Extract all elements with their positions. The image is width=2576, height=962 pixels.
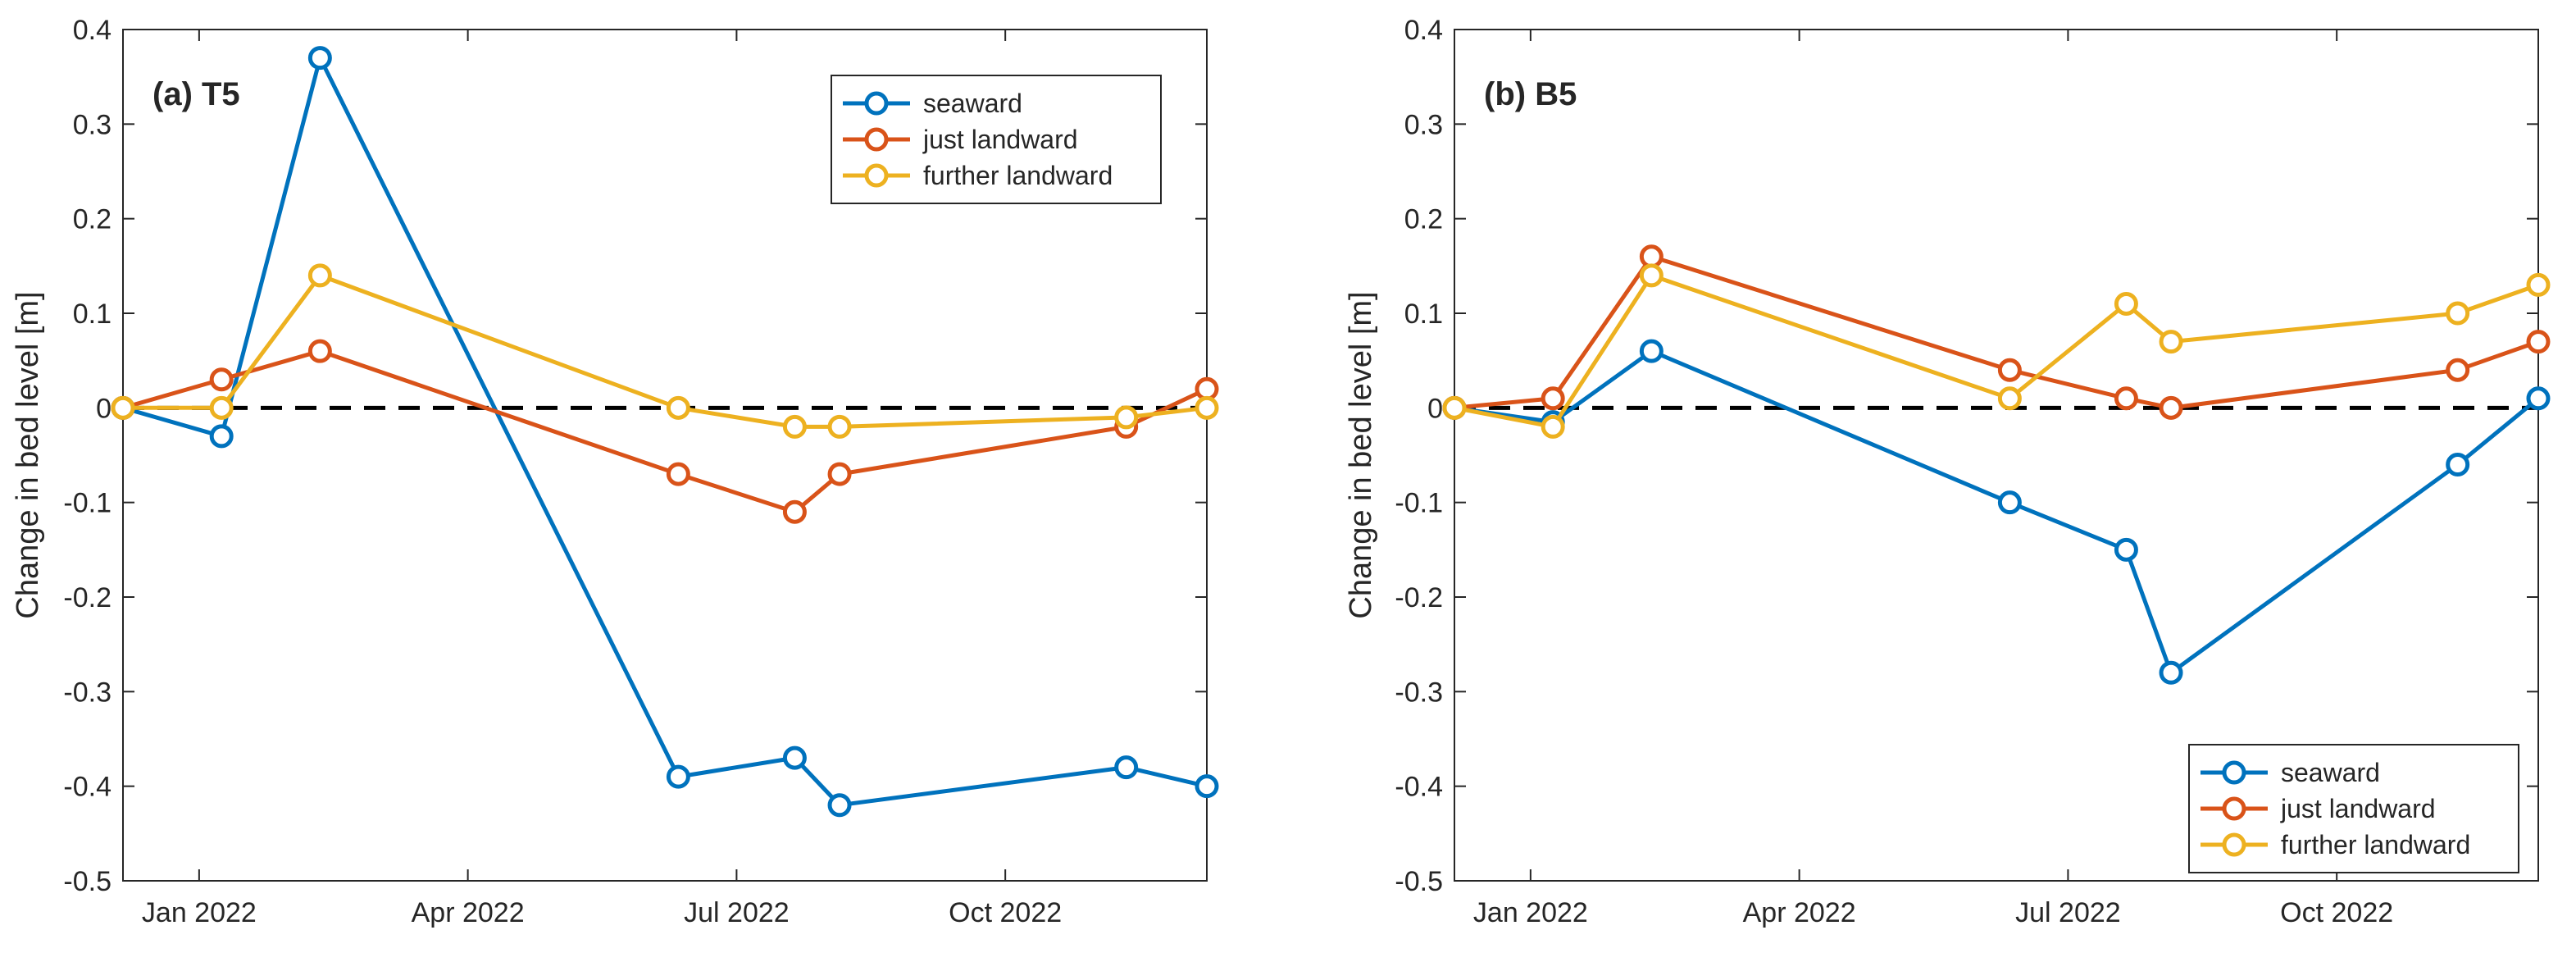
data-point xyxy=(666,395,690,420)
x-tick-label: Jul 2022 xyxy=(2015,897,2121,928)
y-tick-label: -0.2 xyxy=(63,582,112,613)
data-point xyxy=(2526,272,2551,297)
y-tick-label: 0 xyxy=(1427,393,1443,424)
series-line-2 xyxy=(122,349,1208,514)
chart-panel-1: 0.4 0.3 0.2 0.1 0 -0.1 -0.2 -0.3 -0.4 -0.5 Jan 202… xyxy=(11,15,1219,928)
data-point xyxy=(307,263,332,288)
y-tick-label: 0.4 xyxy=(73,15,112,46)
legend-swatch-marker xyxy=(864,127,889,152)
data-point xyxy=(1114,755,1139,780)
legend-label: further landward xyxy=(923,161,1113,190)
data-point xyxy=(1997,358,2022,382)
x-tick-label: Apr 2022 xyxy=(1743,897,1856,928)
data-point xyxy=(782,499,807,524)
y-tick-label: -0.4 xyxy=(1395,772,1443,803)
data-point xyxy=(1195,774,1219,799)
legend-swatch-marker xyxy=(2222,832,2246,857)
data-point xyxy=(2526,386,2551,411)
legend-swatch-marker xyxy=(2222,796,2246,821)
data-point xyxy=(1195,395,1219,420)
legend-label: further landward xyxy=(2281,830,2470,859)
y-tick-label: -0.5 xyxy=(63,866,112,897)
legend-label: just landward xyxy=(2280,794,2436,823)
legend-swatch-marker xyxy=(864,163,889,188)
y-tick-label: 0.1 xyxy=(1404,299,1443,330)
y-tick-label: 0.3 xyxy=(1404,109,1443,140)
series-line-3 xyxy=(123,273,1208,429)
y-tick-label: 0.4 xyxy=(1404,15,1443,46)
x-tick-label: Jan 2022 xyxy=(1473,897,1588,928)
axes-box xyxy=(1454,29,2539,882)
y-axis-label: Change in bed level [m] xyxy=(1344,291,1378,618)
data-point xyxy=(1541,414,1565,439)
data-point xyxy=(307,339,332,363)
legend-label: seaward xyxy=(2281,758,2380,787)
y-tick-label: -0.2 xyxy=(1395,582,1443,613)
y-tick-label: -0.5 xyxy=(1395,866,1443,897)
y-tick-label: 0.2 xyxy=(1404,204,1443,235)
data-point xyxy=(111,395,135,420)
data-point xyxy=(1639,339,1663,363)
data-point xyxy=(2526,330,2551,354)
legend: seaward just landward further landward xyxy=(2188,744,2519,873)
y-tick-label: -0.1 xyxy=(63,488,112,519)
data-point xyxy=(307,46,332,71)
data-point xyxy=(827,462,852,486)
data-point xyxy=(2446,358,2470,382)
data-point xyxy=(2114,386,2138,411)
series-line-3 xyxy=(1454,273,2539,429)
data-point xyxy=(2159,330,2183,354)
y-tick-label: 0.1 xyxy=(73,299,112,330)
data-point xyxy=(827,414,852,439)
series-line-2 xyxy=(1454,254,2539,410)
x-tick-label: Jan 2022 xyxy=(142,897,257,928)
legend-label: just landward xyxy=(922,125,1078,154)
data-point xyxy=(827,793,852,818)
y-tick-label: 0 xyxy=(96,393,112,424)
legend-swatch-marker xyxy=(2222,760,2246,785)
data-point xyxy=(2159,660,2183,685)
x-tick-label: Oct 2022 xyxy=(2280,897,2393,928)
data-point xyxy=(1639,244,1663,269)
data-point xyxy=(1114,405,1139,430)
data-point xyxy=(2114,537,2138,562)
y-tick-label: -0.1 xyxy=(1395,488,1443,519)
data-point xyxy=(2159,395,2183,420)
x-tick-label: Apr 2022 xyxy=(412,897,525,928)
data-point xyxy=(666,764,690,789)
data-point xyxy=(1195,376,1219,401)
data-point xyxy=(782,414,807,439)
data-point xyxy=(1997,490,2022,515)
y-tick-label: -0.3 xyxy=(63,677,112,708)
legend: seaward just landward further landward xyxy=(831,75,1162,204)
y-tick-label: -0.3 xyxy=(1395,677,1443,708)
y-tick-label: -0.4 xyxy=(63,772,112,803)
data-point xyxy=(1541,386,1565,411)
data-point xyxy=(782,745,807,770)
data-point xyxy=(2446,301,2470,326)
series-line-1 xyxy=(1454,349,2540,675)
data-point xyxy=(1997,386,2022,411)
panel-label: (b) B5 xyxy=(1484,76,1577,112)
data-point xyxy=(209,424,234,449)
data-point xyxy=(2114,291,2138,316)
panel-label: (a) T5 xyxy=(152,76,240,112)
data-point xyxy=(1639,263,1663,288)
axes-box xyxy=(122,29,1208,882)
data-point xyxy=(209,395,234,420)
legend-swatch-marker xyxy=(864,91,889,116)
y-tick-label: 0.2 xyxy=(73,204,112,235)
data-point xyxy=(1442,395,1467,420)
y-axis-label: Change in bed level [m] xyxy=(11,291,45,618)
data-point xyxy=(2446,453,2470,477)
y-tick-label: 0.3 xyxy=(73,109,112,140)
data-point xyxy=(209,367,234,392)
data-point xyxy=(666,462,690,486)
chart-panel-2: 0.4 0.3 0.2 0.1 0 -0.1 -0.2 -0.3 -0.4 -0.5 Jan 202… xyxy=(1344,15,2551,928)
x-tick-label: Jul 2022 xyxy=(684,897,790,928)
x-tick-label: Oct 2022 xyxy=(949,897,1062,928)
legend-label: seaward xyxy=(923,89,1022,118)
